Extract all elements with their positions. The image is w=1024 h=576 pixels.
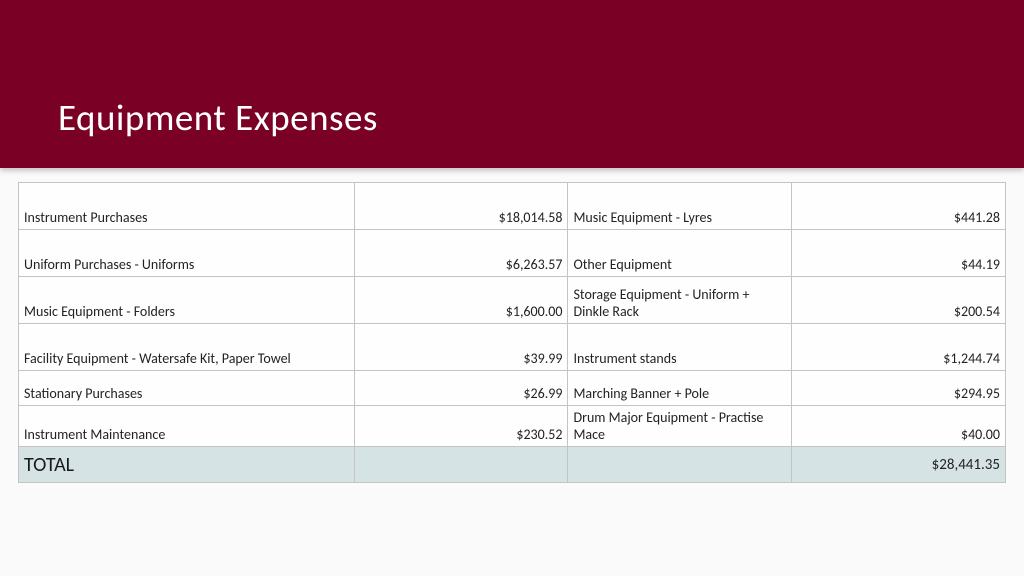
total-value: $28,441.35 <box>792 447 1006 483</box>
table-row: Instrument Purchases $18,014.58 Music Eq… <box>19 183 1006 230</box>
expense-label: Stationary Purchases <box>19 371 355 406</box>
expense-value: $44.19 <box>792 230 1006 277</box>
table-container: Instrument Purchases $18,014.58 Music Eq… <box>0 168 1024 483</box>
expense-label: Music Equipment - Folders <box>19 277 355 324</box>
expense-label: Instrument stands <box>568 324 792 371</box>
expense-label: Marching Banner + Pole <box>568 371 792 406</box>
expense-value: $230.52 <box>354 406 568 447</box>
expense-value: $18,014.58 <box>354 183 568 230</box>
expense-label: Storage Equipment - Uniform + Dinkle Rac… <box>568 277 792 324</box>
page-title: Equipment Expenses <box>58 95 378 140</box>
expense-value: $1,244.74 <box>792 324 1006 371</box>
expenses-table: Instrument Purchases $18,014.58 Music Eq… <box>18 182 1006 483</box>
header-bar: Equipment Expenses <box>0 0 1024 168</box>
table-row: Music Equipment - Folders $1,600.00 Stor… <box>19 277 1006 324</box>
table-row: Uniform Purchases - Uniforms $6,263.57 O… <box>19 230 1006 277</box>
table-row: Stationary Purchases $26.99 Marching Ban… <box>19 371 1006 406</box>
expense-value: $200.54 <box>792 277 1006 324</box>
table-row: Instrument Maintenance $230.52 Drum Majo… <box>19 406 1006 447</box>
total-blank <box>354 447 568 483</box>
expense-label: Uniform Purchases - Uniforms <box>19 230 355 277</box>
table-row: Facility Equipment - Watersafe Kit, Pape… <box>19 324 1006 371</box>
expense-value: $6,263.57 <box>354 230 568 277</box>
expense-value: $1,600.00 <box>354 277 568 324</box>
expense-label: Instrument Purchases <box>19 183 355 230</box>
expense-label: Music Equipment - Lyres <box>568 183 792 230</box>
expense-value: $39.99 <box>354 324 568 371</box>
expense-label: Drum Major Equipment - Practise Mace <box>568 406 792 447</box>
expense-label: Other Equipment <box>568 230 792 277</box>
total-row: TOTAL $28,441.35 <box>19 447 1006 483</box>
expense-value: $26.99 <box>354 371 568 406</box>
expense-label: Instrument Maintenance <box>19 406 355 447</box>
expense-value: $294.95 <box>792 371 1006 406</box>
expense-value: $40.00 <box>792 406 1006 447</box>
expense-value: $441.28 <box>792 183 1006 230</box>
expense-label: Facility Equipment - Watersafe Kit, Pape… <box>19 324 355 371</box>
total-label: TOTAL <box>19 447 355 483</box>
total-blank <box>568 447 792 483</box>
